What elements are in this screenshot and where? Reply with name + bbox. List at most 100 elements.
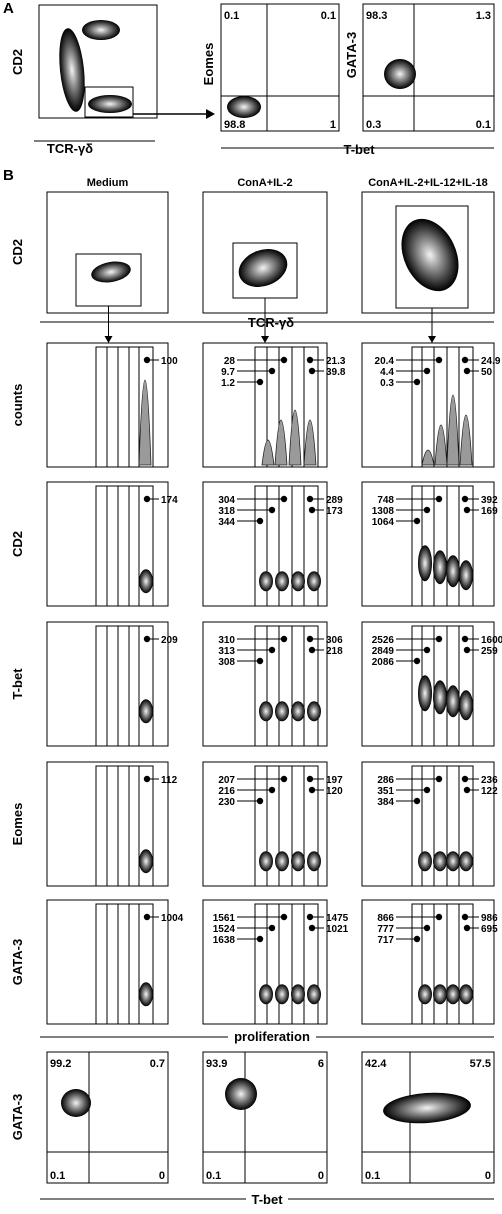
division-gate bbox=[138, 485, 154, 607]
gate-value: 2849 bbox=[372, 646, 395, 657]
panel-label-b: B bbox=[3, 167, 14, 184]
panelA-arrow bbox=[133, 109, 215, 119]
condition-header-2: ConA+IL-2+IL-12+IL-18 bbox=[368, 177, 488, 189]
population-blob bbox=[139, 849, 153, 874]
gate-value: 216 bbox=[218, 786, 235, 797]
division-gate bbox=[411, 346, 423, 468]
histogram-peak bbox=[303, 419, 317, 466]
division-gate bbox=[266, 903, 280, 1025]
label-bg bbox=[228, 1029, 316, 1045]
proliferation-label: proliferation bbox=[234, 1029, 310, 1044]
gate-value: 0.3 bbox=[380, 378, 394, 389]
gate-value: 24.9 bbox=[481, 356, 501, 367]
population-blob bbox=[307, 984, 321, 1005]
division-gate bbox=[303, 903, 319, 1025]
gate-value: 2526 bbox=[372, 635, 395, 646]
panelA-tbet-xlabel: T-bet bbox=[343, 142, 375, 157]
population-blob bbox=[459, 690, 473, 721]
population-blob bbox=[139, 569, 153, 594]
histogram-peak bbox=[459, 414, 473, 466]
panelA-gata3-q-lr: 0.1 bbox=[476, 119, 491, 131]
division-gate bbox=[128, 903, 140, 1025]
population-blob bbox=[418, 851, 432, 872]
population-blob bbox=[459, 851, 473, 872]
population-blob bbox=[291, 851, 305, 872]
division-gate bbox=[303, 346, 319, 468]
gate-value: 304 bbox=[218, 495, 235, 506]
gate-value: 986 bbox=[481, 913, 498, 924]
quadrant-ur: 0.7 bbox=[150, 1058, 165, 1070]
population-blob bbox=[291, 571, 305, 592]
division-gate bbox=[303, 765, 319, 887]
population-blob bbox=[291, 701, 305, 722]
gate-value: 209 bbox=[161, 635, 178, 646]
gate-value: 289 bbox=[326, 495, 343, 506]
panelB-bottom-plot-0: 99.2 0.7 0.1 0 bbox=[46, 1051, 169, 1184]
gate-value: 318 bbox=[218, 506, 235, 517]
panelB-top-plot-0 bbox=[46, 191, 169, 343]
population-blob bbox=[275, 851, 289, 872]
panelA-cd2-populations bbox=[59, 20, 132, 113]
population-blob bbox=[433, 680, 447, 715]
gate-arrow bbox=[428, 336, 436, 343]
gate-value: 777 bbox=[377, 924, 394, 935]
division-gate bbox=[291, 903, 305, 1025]
population-blob bbox=[139, 982, 153, 1007]
histogram-peak bbox=[288, 409, 302, 466]
panelB-prolif-plot-1-0: 174 bbox=[46, 481, 178, 607]
division-gate bbox=[446, 903, 460, 1025]
gate-value: 197 bbox=[326, 775, 343, 786]
division-gate bbox=[458, 485, 474, 607]
division-gate bbox=[446, 485, 460, 607]
population-blob bbox=[433, 550, 447, 585]
population-blob bbox=[433, 851, 447, 872]
panelA-eomes-q-ur: 0.1 bbox=[321, 10, 336, 22]
population-blob bbox=[307, 851, 321, 872]
division-gate bbox=[458, 625, 474, 747]
division-gate bbox=[95, 346, 108, 468]
gate-value: 748 bbox=[377, 495, 394, 506]
panelB-row-ylabel-3: Eomes bbox=[10, 803, 25, 846]
population-blob bbox=[459, 560, 473, 591]
panelB-top-plot-2 bbox=[361, 191, 495, 343]
gate-value: 313 bbox=[218, 646, 235, 657]
population-blob bbox=[446, 851, 460, 872]
quadrant-lr: 0 bbox=[485, 1170, 491, 1182]
histogram-peak bbox=[421, 449, 435, 466]
panelA-gata3-q-ur: 1.3 bbox=[476, 10, 491, 22]
panelB-bottom-plot-2: 42.4 57.5 0.1 0 bbox=[361, 1051, 495, 1184]
gate-value: 230 bbox=[218, 797, 235, 808]
division-gate bbox=[303, 485, 319, 607]
gate-value: 1638 bbox=[213, 935, 236, 946]
gate-value: 1021 bbox=[326, 924, 349, 935]
gate-arrow bbox=[104, 336, 113, 343]
panelA-gata3-ylabel: GATA-3 bbox=[344, 32, 359, 78]
division-gate bbox=[128, 765, 140, 887]
division-gate bbox=[303, 625, 319, 747]
population-blob bbox=[459, 984, 473, 1005]
division-gate bbox=[106, 346, 119, 468]
quadrant-lr: 0 bbox=[318, 1170, 324, 1182]
gate-value: 50 bbox=[481, 367, 493, 378]
gate-value: 173 bbox=[326, 506, 343, 517]
gate-arrow bbox=[261, 336, 269, 343]
gate-value: 21.3 bbox=[326, 356, 346, 367]
division-gate bbox=[106, 765, 119, 887]
panelB-row-ylabel-4: GATA-3 bbox=[10, 939, 25, 985]
gate-value: 207 bbox=[218, 775, 235, 786]
histogram-peak bbox=[261, 439, 275, 466]
gate-value: 39.8 bbox=[326, 367, 346, 378]
population-blob bbox=[446, 984, 460, 1005]
panelA-eomes-q-ul: 0.1 bbox=[224, 10, 239, 22]
division-gate bbox=[421, 346, 435, 468]
gate-value: 1475 bbox=[326, 913, 349, 924]
division-gate bbox=[266, 625, 280, 747]
population-blob bbox=[259, 851, 273, 872]
panelA-gata3-q-ul: 98.3 bbox=[366, 10, 387, 22]
panelB: Medium ConA+IL-2 ConA+IL-2+IL-12+IL-18 CD2 T… bbox=[10, 177, 502, 1207]
